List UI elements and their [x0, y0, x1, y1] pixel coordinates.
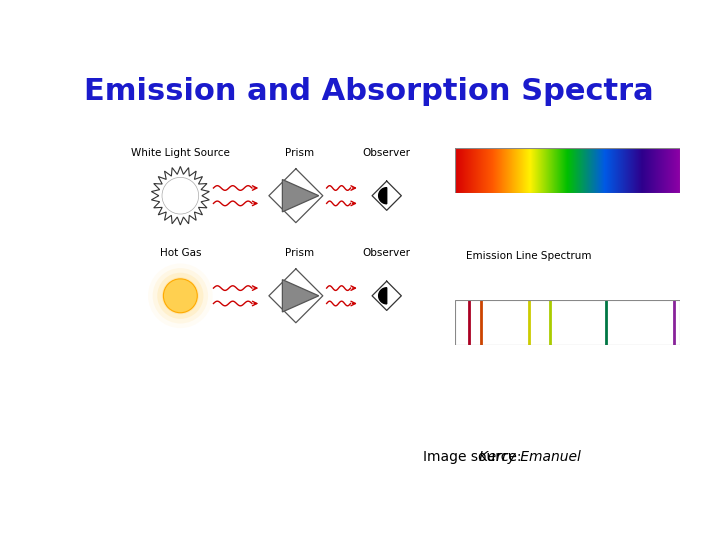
Circle shape	[162, 278, 199, 314]
Circle shape	[162, 177, 199, 214]
Circle shape	[148, 264, 212, 328]
Text: Emission and Absorption Spectra: Emission and Absorption Spectra	[84, 77, 654, 106]
Text: Hot Gas: Hot Gas	[160, 248, 201, 259]
Text: White Light Source: White Light Source	[131, 148, 230, 158]
Text: Kerry Emanuel: Kerry Emanuel	[479, 450, 581, 464]
Text: Observer: Observer	[363, 148, 410, 158]
Polygon shape	[282, 280, 319, 312]
Text: Continuous Spectrum: Continuous Spectrum	[472, 151, 585, 161]
Text: Prism: Prism	[285, 148, 314, 158]
Text: Image source:: Image source:	[423, 450, 526, 464]
Polygon shape	[379, 288, 387, 304]
Text: Observer: Observer	[363, 248, 410, 259]
Text: Emission Line Spectrum: Emission Line Spectrum	[466, 251, 591, 261]
Circle shape	[157, 273, 204, 319]
Circle shape	[163, 279, 197, 313]
Polygon shape	[379, 188, 387, 204]
Text: Prism: Prism	[285, 248, 314, 259]
Circle shape	[153, 268, 208, 323]
Polygon shape	[282, 179, 319, 212]
Polygon shape	[151, 166, 210, 225]
